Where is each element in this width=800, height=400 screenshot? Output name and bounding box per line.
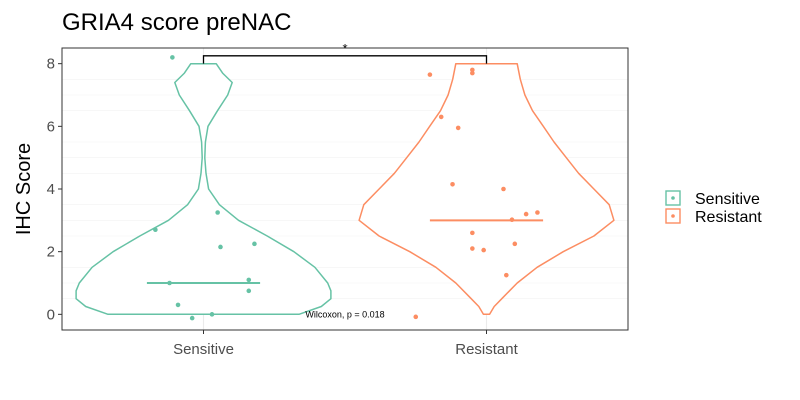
chart-title: GRIA4 score preNAC bbox=[62, 9, 291, 36]
legend-label-sensitive: Sensitive bbox=[695, 191, 760, 208]
x-tick-label: Resistant bbox=[455, 341, 518, 358]
point-resistant bbox=[470, 70, 475, 76]
point-sensitive bbox=[215, 210, 220, 215]
y-tick-label: 0 bbox=[47, 306, 55, 323]
point-resistant bbox=[455, 125, 461, 131]
violins bbox=[75, 62, 615, 316]
x-tick-label: Sensitive bbox=[173, 341, 234, 358]
median-lines bbox=[146, 219, 544, 284]
point-resistant bbox=[438, 114, 444, 120]
point-sensitive bbox=[218, 244, 223, 250]
wilcoxon-label: Wilcoxon, p = 0.018 bbox=[305, 309, 384, 319]
y-axis: 0 2 4 6 8 bbox=[47, 56, 62, 323]
y-tick-label: 6 bbox=[47, 118, 55, 135]
y-axis-title: IHC Score bbox=[13, 143, 35, 235]
point-resistant bbox=[450, 182, 455, 187]
point-resistant bbox=[413, 314, 419, 320]
point-resistant bbox=[470, 246, 475, 251]
point-sensitive bbox=[167, 280, 172, 286]
point-sensitive bbox=[246, 288, 252, 294]
point-resistant bbox=[504, 272, 509, 278]
x-axis: Sensitive Resistant bbox=[173, 330, 519, 358]
jitter-points bbox=[153, 55, 540, 321]
legend-label-resistant: Resistant bbox=[695, 209, 762, 226]
point-sensitive bbox=[252, 241, 257, 247]
point-sensitive bbox=[189, 315, 195, 321]
point-resistant bbox=[427, 72, 433, 77]
point-sensitive bbox=[170, 55, 175, 60]
point-resistant bbox=[509, 217, 515, 223]
point-sensitive bbox=[246, 277, 252, 283]
point-sensitive bbox=[209, 312, 215, 317]
point-resistant bbox=[512, 241, 518, 247]
y-tick-label: 8 bbox=[47, 56, 55, 73]
legend-key-dot-sensitive bbox=[671, 196, 675, 200]
point-resistant bbox=[535, 210, 540, 215]
point-resistant bbox=[481, 247, 486, 253]
violin-resistant bbox=[358, 62, 615, 316]
violin-sensitive bbox=[75, 62, 332, 316]
y-tick-label: 2 bbox=[47, 244, 55, 261]
point-sensitive bbox=[175, 302, 181, 308]
legend-key-dot-resistant bbox=[671, 214, 675, 218]
point-resistant bbox=[501, 186, 506, 192]
point-resistant bbox=[523, 211, 529, 217]
y-tick-label: 4 bbox=[47, 181, 55, 198]
point-resistant bbox=[470, 230, 475, 236]
point-sensitive bbox=[153, 227, 158, 233]
bracket-line bbox=[202, 55, 488, 64]
